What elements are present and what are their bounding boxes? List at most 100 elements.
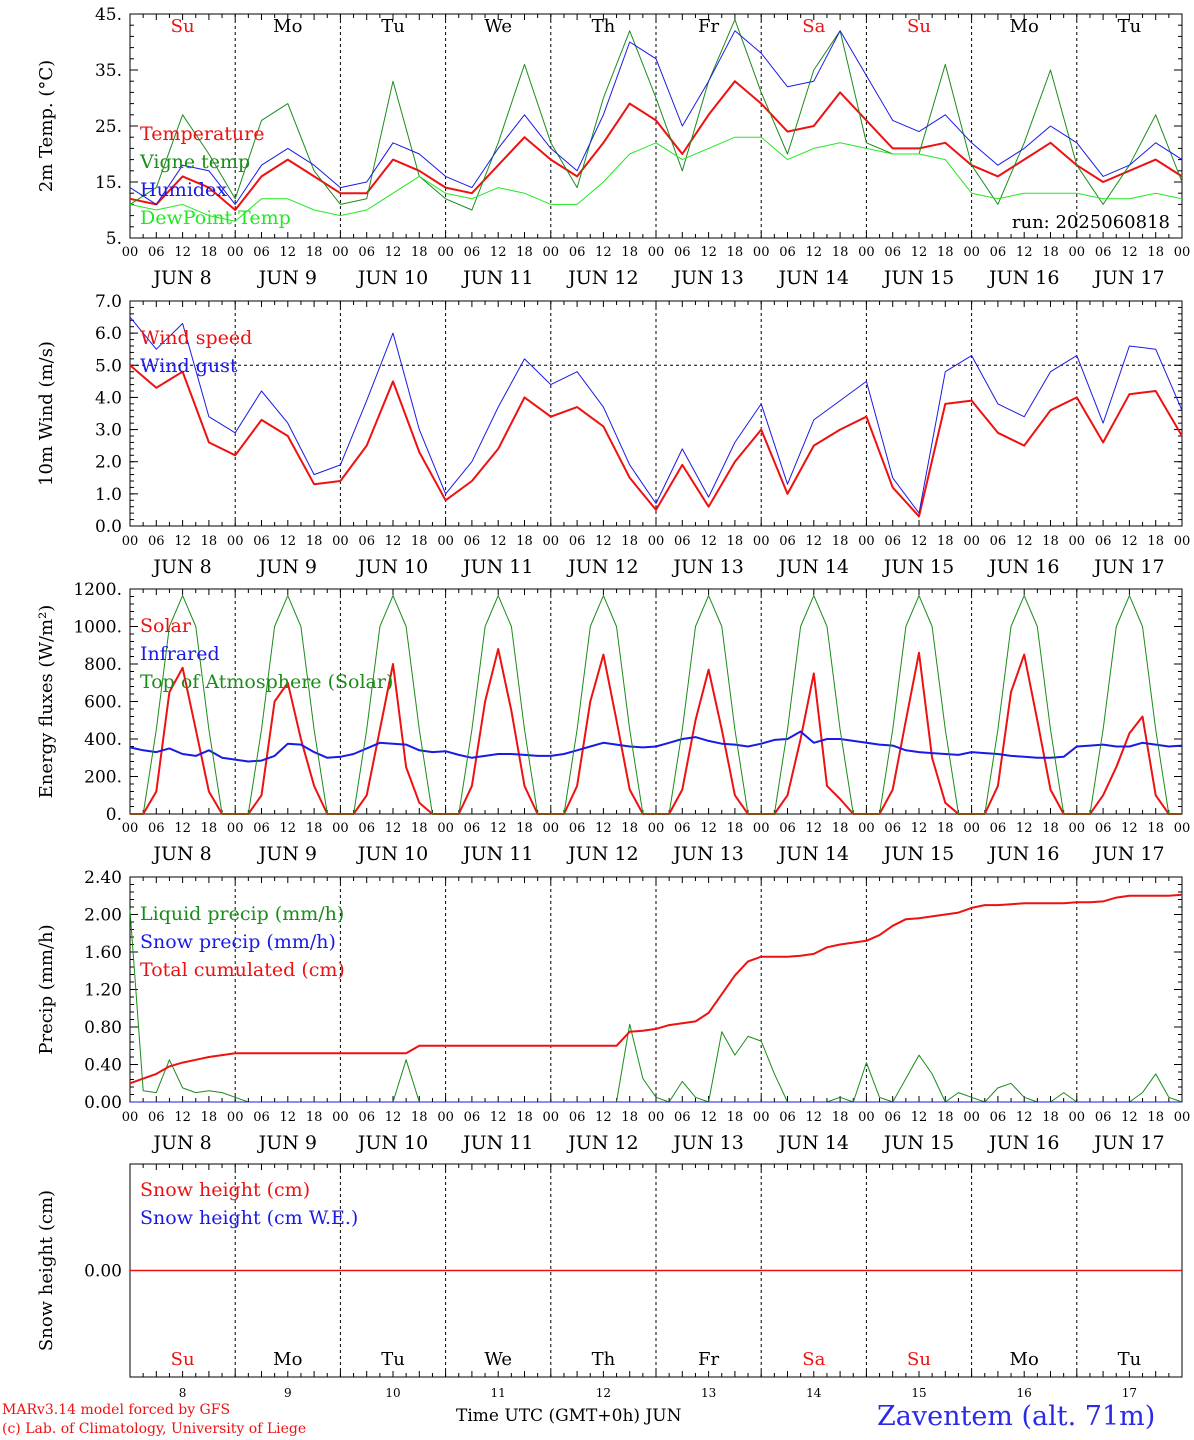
hour-label: 00 [648, 821, 665, 836]
day-number: 15 [911, 1386, 926, 1400]
hour-label: 12 [1121, 534, 1138, 549]
y-tick-label: 0.80 [84, 1018, 122, 1038]
hour-label: 18 [306, 1110, 323, 1125]
hour-label: 06 [990, 245, 1007, 260]
day-number: 8 [179, 1386, 187, 1400]
day-name: We [484, 16, 512, 37]
hour-label: 00 [1069, 1110, 1086, 1125]
y-tick-label: 25. [95, 117, 122, 137]
hour-label: 18 [1042, 245, 1059, 260]
day-name: Tu [1118, 16, 1142, 37]
hour-label: 00 [963, 1110, 980, 1125]
y-axis-label: Precip (mm/h) [36, 924, 57, 1054]
hour-label: 12 [700, 1110, 717, 1125]
date-label: JUN 14 [777, 267, 849, 289]
hour-label: 00 [648, 534, 665, 549]
plot-frame [129, 588, 1183, 815]
hour-label: 06 [884, 534, 901, 549]
hour-label: 00 [858, 1110, 875, 1125]
lab-credit-line: (c) Lab. of Climatology, University of L… [2, 1421, 307, 1437]
hour-label: 00 [543, 821, 560, 836]
hour-label: 18 [621, 821, 638, 836]
day-name: Su [907, 1349, 931, 1370]
panel-5: 0.00 Snow height (cm) Snow height (cm) Snow… [36, 1163, 1183, 1400]
hour-label: 18 [516, 821, 533, 836]
hour-label: 18 [727, 534, 744, 549]
hour-label: 00 [122, 245, 139, 260]
hour-label: 00 [227, 245, 244, 260]
y-tick-label: 4.0 [95, 388, 122, 408]
date-label: JUN 16 [987, 267, 1059, 289]
hour-label: 06 [779, 245, 796, 260]
hour-label: 12 [174, 245, 191, 260]
hour-label: 00 [227, 1110, 244, 1125]
hour-label: 00 [753, 534, 770, 549]
legend-entry: Snow height (cm) [140, 1179, 310, 1201]
series-line [130, 595, 1182, 815]
hour-label: 12 [911, 1110, 928, 1125]
hour-label: 18 [832, 534, 849, 549]
hour-label: 18 [516, 534, 533, 549]
hour-label: 06 [358, 1110, 375, 1125]
hour-label: 18 [201, 821, 218, 836]
hour-label: 06 [148, 245, 165, 260]
day-name: Fr [698, 1349, 719, 1370]
y-tick-label: 0. [106, 805, 122, 825]
date-label: JUN 17 [1092, 1132, 1164, 1154]
hour-label: 00 [543, 1110, 560, 1125]
hour-label: 06 [253, 821, 270, 836]
date-label: JUN 11 [461, 843, 533, 865]
hour-label: 06 [1095, 534, 1112, 549]
hour-label: 06 [990, 534, 1007, 549]
y-axis-label: 2m Temp. (°C) [36, 60, 57, 192]
hour-label: 00 [648, 1110, 665, 1125]
hour-label: 06 [148, 1110, 165, 1125]
hour-label: 00 [437, 1110, 454, 1125]
hour-label: 06 [253, 245, 270, 260]
hour-label: 12 [1016, 245, 1033, 260]
hour-label: 12 [806, 821, 823, 836]
legend-entry: Wind speed [140, 327, 252, 349]
hour-label: 12 [385, 534, 402, 549]
y-tick-label: 6.0 [95, 324, 122, 344]
date-label: JUN 9 [257, 1132, 317, 1154]
hour-label: 00 [648, 245, 665, 260]
hour-label: 00 [858, 245, 875, 260]
hour-label: 12 [385, 1110, 402, 1125]
hour-label: 18 [937, 821, 954, 836]
hour-label: 18 [1042, 1110, 1059, 1125]
hour-label: 06 [884, 821, 901, 836]
hour-label: 12 [385, 821, 402, 836]
y-tick-label: 2.40 [84, 868, 122, 888]
hour-label: 18 [1042, 534, 1059, 549]
hour-label: 00 [332, 1110, 349, 1125]
hour-label: 00 [332, 245, 349, 260]
hour-label: 06 [569, 534, 586, 549]
date-label: JUN 14 [777, 1132, 849, 1154]
date-label: JUN 10 [356, 267, 428, 289]
hour-label: 00 [1069, 245, 1086, 260]
date-label: JUN 8 [151, 267, 211, 289]
hour-label: 00 [122, 534, 139, 549]
legend-entry: Liquid precip (mm/h) [140, 903, 344, 925]
hour-label: 06 [1095, 821, 1112, 836]
day-name: Mo [273, 16, 302, 37]
hour-label: 18 [621, 245, 638, 260]
hour-label: 18 [1147, 821, 1164, 836]
legend-entry: Wind gust [140, 355, 238, 377]
hour-label: 18 [621, 534, 638, 549]
hour-label: 12 [1016, 821, 1033, 836]
hour-label: 06 [779, 821, 796, 836]
y-tick-label: 400. [84, 730, 122, 750]
hour-label: 18 [1042, 821, 1059, 836]
hour-label: 00 [963, 821, 980, 836]
hour-label: 18 [201, 245, 218, 260]
hour-label: 06 [569, 821, 586, 836]
hour-label: 12 [280, 1110, 297, 1125]
hour-label: 18 [1147, 534, 1164, 549]
legend-entry: Humidex [140, 179, 227, 201]
hour-label: 00 [963, 534, 980, 549]
date-label: JUN 13 [671, 1132, 743, 1154]
hour-label: 18 [411, 245, 428, 260]
day-number: 17 [1122, 1386, 1137, 1400]
